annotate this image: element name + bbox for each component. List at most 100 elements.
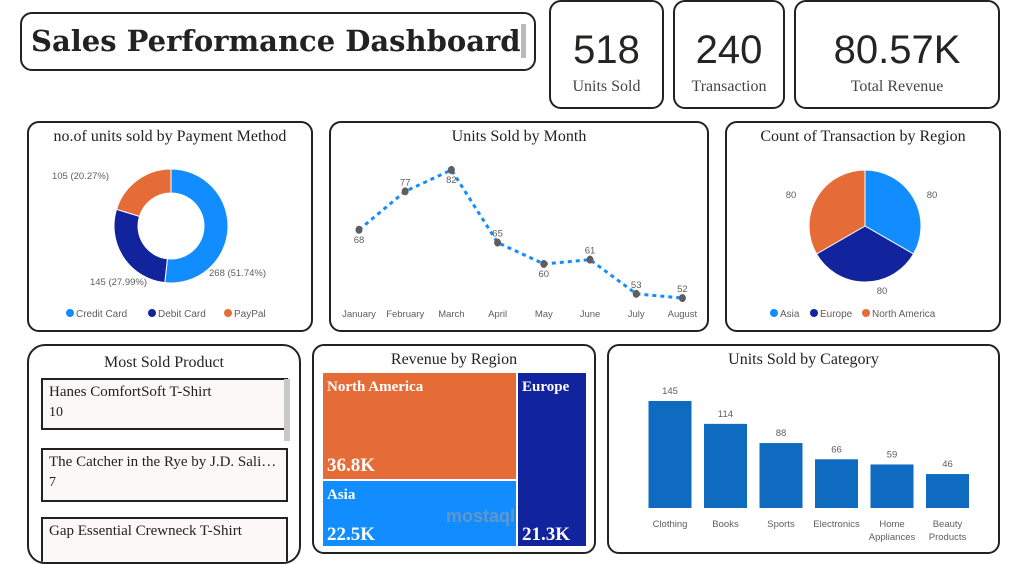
data-label: 268 (51.74%) [209, 268, 266, 279]
data-label: 53 [631, 280, 642, 291]
legend-marker [148, 309, 156, 317]
watermark-logo: mostaql [446, 506, 516, 526]
kpi-value: 80.57K [833, 28, 961, 72]
donut-slice-0[interactable] [164, 168, 229, 284]
data-point[interactable] [401, 187, 409, 196]
data-point[interactable] [632, 289, 640, 298]
units-by-month-chart: Units Sold by Month 68 January 77 February 8… [329, 121, 709, 332]
data-label: 80 [786, 190, 797, 201]
data-point[interactable] [355, 225, 363, 234]
data-label: 61 [585, 246, 596, 257]
data-point[interactable] [540, 259, 548, 268]
bar[interactable] [870, 464, 914, 508]
chart-title: Units Sold by Category [728, 351, 879, 368]
product-name: The Catcher in the Rye by J.D. Salinger [49, 454, 280, 470]
line-svg: 68 January 77 February 82 March 65 April 60 May 61… [342, 166, 698, 320]
donut-svg: 268 (51.74%) 145 (27.99%) 105 (20.27%) Cred… [52, 168, 266, 320]
pie-slice-2[interactable] [808, 169, 866, 255]
page-title: Sales Performance Dashboard [31, 24, 521, 58]
payment-method-chart: no.of units sold by Payment Method 268 (… [27, 121, 313, 332]
cell-value: 22.5K [327, 524, 376, 545]
legend-marker [66, 309, 74, 317]
kpi-label: Transaction [691, 78, 767, 95]
pie-slice-1[interactable] [815, 225, 915, 283]
x-tick-label: Electronics [813, 519, 860, 530]
data-label: 88 [776, 428, 787, 439]
product-name: Hanes ComfortSoft T-Shirt [49, 384, 212, 400]
data-label: 52 [677, 284, 688, 295]
bar[interactable] [648, 400, 692, 508]
data-point[interactable] [678, 294, 686, 303]
legend-marker [862, 309, 870, 317]
x-tick-label: Clothing [653, 519, 688, 530]
treemap-cell-north-america[interactable]: North America 36.8K [323, 373, 516, 479]
cell-label: North America [327, 379, 424, 395]
data-label: 145 (27.99%) [90, 277, 147, 288]
scrollbar[interactable] [284, 379, 290, 441]
list-item[interactable]: Hanes ComfortSoft T-Shirt 10 [41, 378, 288, 430]
x-tick-label: Home [879, 519, 904, 530]
kpi-units-sold: 518 Units Sold [549, 0, 664, 109]
donut-slice-2[interactable] [115, 168, 172, 217]
x-tick-label: August [668, 309, 698, 320]
kpi-value: 240 [695, 28, 763, 72]
product-count: 7 [49, 475, 56, 490]
bar[interactable] [704, 423, 747, 508]
cell-label: Asia [327, 487, 356, 503]
legend-label: PayPal [234, 309, 266, 320]
data-label: 46 [942, 459, 953, 470]
treemap-cell-asia[interactable]: Asia 22.5K [323, 481, 516, 546]
list-item[interactable]: The Catcher in the Rye by J.D. Salinger … [41, 448, 288, 502]
legend-marker [224, 309, 232, 317]
chart-title: Revenue by Region [390, 351, 518, 368]
legend-label: Asia [780, 309, 800, 320]
data-label: 80 [877, 286, 888, 297]
legend-marker [810, 309, 818, 317]
data-label: 66 [831, 444, 842, 455]
data-point[interactable] [494, 238, 502, 247]
pie-svg: 80 80 80 Asia Europe North America [770, 169, 938, 320]
x-tick-label: June [580, 309, 601, 320]
donut-slice-1[interactable] [113, 208, 168, 284]
title-card: Sales Performance Dashboard [20, 12, 536, 71]
x-tick-label: February [386, 309, 424, 320]
most-sold-product-card: Most Sold Product Hanes ComfortSoft T-Sh… [27, 344, 301, 564]
x-tick-label: May [535, 309, 553, 320]
data-label: 68 [354, 235, 365, 246]
title-cursor [521, 24, 526, 58]
chart-title: Units Sold by Month [451, 128, 587, 145]
bar[interactable] [759, 443, 803, 508]
card-title: Most Sold Product [103, 354, 224, 371]
kpi-label: Units Sold [572, 78, 641, 95]
bar[interactable] [815, 459, 858, 508]
x-tick-label: April [488, 309, 507, 320]
cell-value: 36.8K [327, 455, 376, 476]
data-label: 77 [400, 177, 411, 188]
transaction-by-region-chart: Count of Transaction by Region 80 80 80 Asi… [725, 121, 1001, 332]
bar-svg: 145 Clothing 114 Books 88 Sports 66 Electronics… [648, 386, 969, 543]
data-point[interactable] [586, 255, 594, 264]
treemap-cell-europe[interactable]: Europe 21.3K [518, 373, 586, 546]
list-item[interactable]: Gap Essential Crewneck T-Shirt [41, 517, 288, 562]
kpi-value: 518 [573, 28, 640, 72]
x-tick-label: January [342, 309, 376, 320]
legend-label: Credit Card [76, 309, 127, 320]
data-label: 145 [662, 386, 678, 397]
data-label: 114 [718, 409, 733, 420]
data-point[interactable] [447, 166, 455, 174]
chart-title: no.of units sold by Payment Method [53, 128, 287, 145]
data-label: 105 (20.27%) [52, 171, 109, 182]
data-label: 59 [887, 449, 898, 460]
product-name: Gap Essential Crewneck T-Shirt [49, 523, 242, 539]
x-tick-label: Products [929, 532, 967, 543]
pie-slice-0[interactable] [864, 169, 922, 255]
chart-title: Count of Transaction by Region [760, 128, 966, 145]
kpi-total-revenue: 80.57K Total Revenue [794, 0, 1000, 109]
kpi-transaction: 240 Transaction [673, 0, 785, 109]
data-label: 80 [927, 190, 938, 201]
product-count: 10 [49, 405, 63, 420]
x-tick-label: July [628, 309, 645, 320]
x-tick-label: Beauty [933, 519, 963, 530]
bar[interactable] [926, 474, 969, 508]
legend-label: North America [872, 309, 936, 320]
